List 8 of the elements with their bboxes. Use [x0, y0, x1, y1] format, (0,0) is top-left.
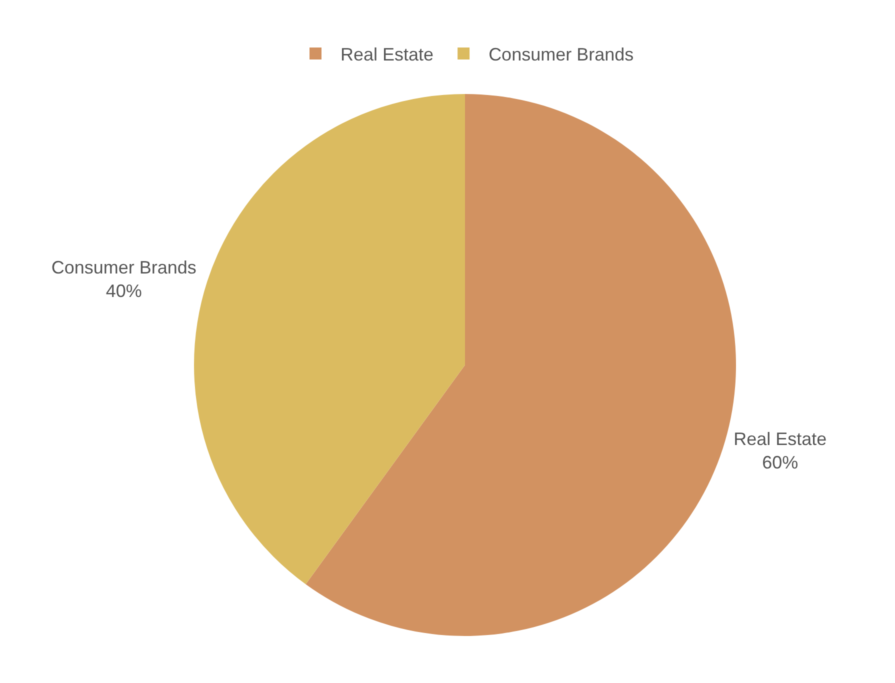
legend-label: Real Estate	[340, 44, 434, 65]
pie-slice	[194, 94, 465, 584]
data-label: 40%	[106, 280, 142, 301]
slice-label: Consumer Brands	[51, 257, 196, 278]
pie-slice	[306, 94, 736, 636]
slice-label: Real Estate	[734, 429, 827, 450]
data-label: 60%	[762, 452, 798, 473]
legend-label: Consumer Brands	[488, 44, 634, 65]
